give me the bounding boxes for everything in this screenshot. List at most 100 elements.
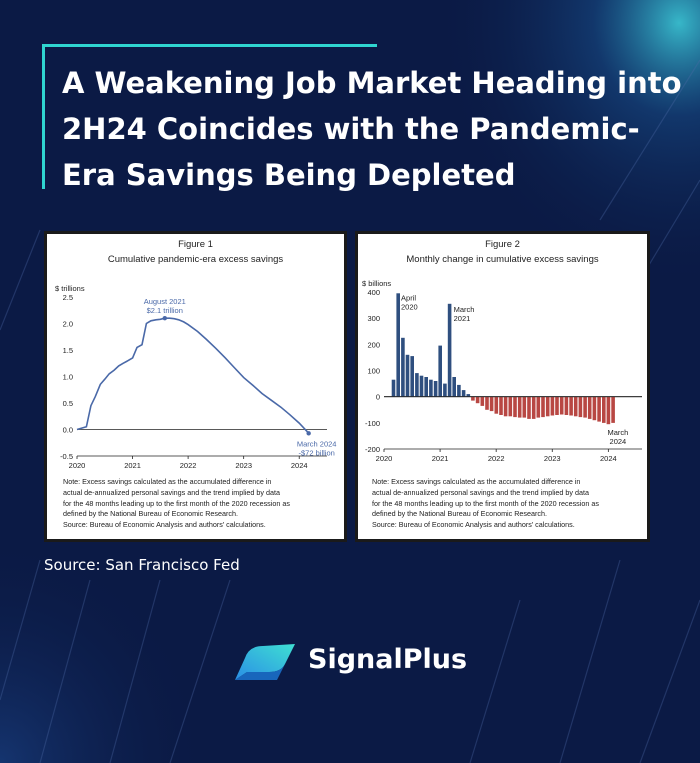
bar — [396, 293, 400, 397]
bar — [471, 396, 475, 401]
x-tick-label: 2024 — [600, 454, 617, 463]
y-tick-label: 200 — [367, 340, 380, 349]
x-tick-label: 2023 — [544, 454, 561, 463]
x-tick-label: 2021 — [124, 461, 141, 470]
x-tick-label: 2022 — [488, 454, 505, 463]
figure-label: Figure 1 — [178, 239, 213, 250]
bar — [536, 396, 541, 418]
bar — [573, 396, 578, 417]
bar — [541, 396, 545, 418]
x-tick-label: 2022 — [180, 461, 197, 470]
source-caption: Source: San Francisco Fed — [44, 556, 240, 574]
bar — [550, 396, 555, 416]
headline-accent-bar — [42, 44, 377, 47]
x-tick-label: 2024 — [291, 461, 308, 470]
bar — [391, 379, 396, 397]
bar — [452, 377, 456, 397]
bar — [602, 396, 606, 423]
bar — [405, 354, 410, 397]
bar — [569, 396, 573, 416]
bar — [461, 390, 466, 397]
bar — [503, 396, 508, 417]
figure-1-chart: Figure 1 Cumulative pandemic-era excess s… — [55, 239, 337, 470]
annotation-label: March — [607, 428, 628, 437]
bar — [401, 337, 405, 397]
bar — [531, 396, 536, 419]
note-line: defined by the National Bureau of Econom… — [372, 509, 547, 519]
y-tick-label: 0.5 — [63, 399, 73, 408]
bar — [522, 396, 527, 418]
bar — [494, 396, 499, 414]
bar — [559, 396, 564, 415]
bar — [424, 377, 428, 397]
x-tick-label: 2021 — [432, 454, 449, 463]
bar — [517, 396, 522, 418]
annotation-label: April — [401, 293, 416, 302]
bar — [489, 396, 494, 412]
y-tick-label: 2.5 — [63, 293, 73, 302]
figure-1-note: Note: Excess savings calculated as the a… — [63, 477, 336, 531]
figure-2-panel: Figure 2 Monthly change in cumulative exc… — [355, 231, 650, 542]
x-tick-label: 2020 — [69, 461, 86, 470]
bar — [527, 396, 531, 419]
annotation-label: 2020 — [401, 302, 418, 311]
y-tick-label: 400 — [367, 288, 380, 297]
bar — [508, 396, 513, 417]
bar — [611, 396, 615, 423]
y-tick-label: 1.0 — [63, 373, 73, 382]
y-tick-label: 100 — [367, 367, 380, 376]
bar — [578, 396, 583, 418]
note-line: for the 48 months leading up to the firs… — [372, 498, 599, 508]
annotation-label: $2.1 trillion — [147, 306, 183, 315]
annotation-label: August 2021 — [144, 297, 186, 306]
brand-name: SignalPlus — [308, 644, 468, 675]
bar — [513, 396, 517, 418]
y-tick-label: 300 — [367, 314, 380, 323]
y-tick-label: -200 — [365, 445, 380, 454]
y-tick-label: -100 — [365, 419, 380, 428]
chart-title: Cumulative pandemic-era excess savings — [108, 254, 284, 265]
x-tick-label: 2020 — [376, 454, 393, 463]
annotation-point — [162, 316, 167, 321]
bar — [606, 396, 611, 425]
annotation-label: 2021 — [454, 314, 471, 323]
y-tick-label: -0.5 — [60, 452, 73, 461]
bar — [415, 373, 419, 397]
note-line: Note: Excess savings calculated as the a… — [63, 477, 272, 486]
bar — [480, 396, 485, 406]
bar — [587, 396, 592, 419]
note-line: actual de-annualized personal savings an… — [372, 487, 589, 497]
note-line: Source: Bureau of Economic Analysis and … — [63, 520, 266, 530]
annotation-point — [306, 431, 311, 436]
annotation-label: 2024 — [610, 437, 627, 446]
y-tick-label: 1.5 — [63, 346, 73, 355]
bar — [485, 396, 489, 410]
bar — [592, 396, 597, 421]
bar — [555, 396, 559, 415]
bar — [499, 396, 503, 415]
bar — [597, 396, 601, 422]
figure-1-panel: Figure 1 Cumulative pandemic-era excess s… — [44, 231, 347, 542]
chart-title: Monthly change in cumulative excess savi… — [406, 254, 598, 265]
bar — [429, 379, 433, 397]
x-tick-label: 2023 — [235, 461, 252, 470]
bar — [457, 384, 461, 397]
headline-line: A Weakening Job Market Heading into — [62, 66, 682, 100]
bar — [466, 394, 471, 397]
headline-line: 2H24 Coincides with the Pandemic- — [62, 112, 640, 146]
bar — [443, 383, 447, 397]
annotation-label: March 2024 — [297, 439, 337, 448]
note-line: for the 48 months leading up to the firs… — [63, 498, 290, 508]
y-tick-label: 2.0 — [63, 320, 73, 329]
signalplus-logo-icon — [235, 644, 295, 680]
note-line: Note: Excess savings calculated as the a… — [372, 477, 581, 486]
figure-2-note: Note: Excess savings calculated as the a… — [372, 477, 639, 531]
note-line: actual de-annualized personal savings an… — [63, 487, 280, 497]
series-line — [76, 317, 310, 434]
headline-line: Era Savings Being Depleted — [62, 158, 516, 192]
bar — [564, 396, 569, 415]
bar — [433, 381, 438, 397]
bar — [419, 375, 424, 397]
bar — [438, 345, 442, 397]
bar — [410, 356, 414, 397]
